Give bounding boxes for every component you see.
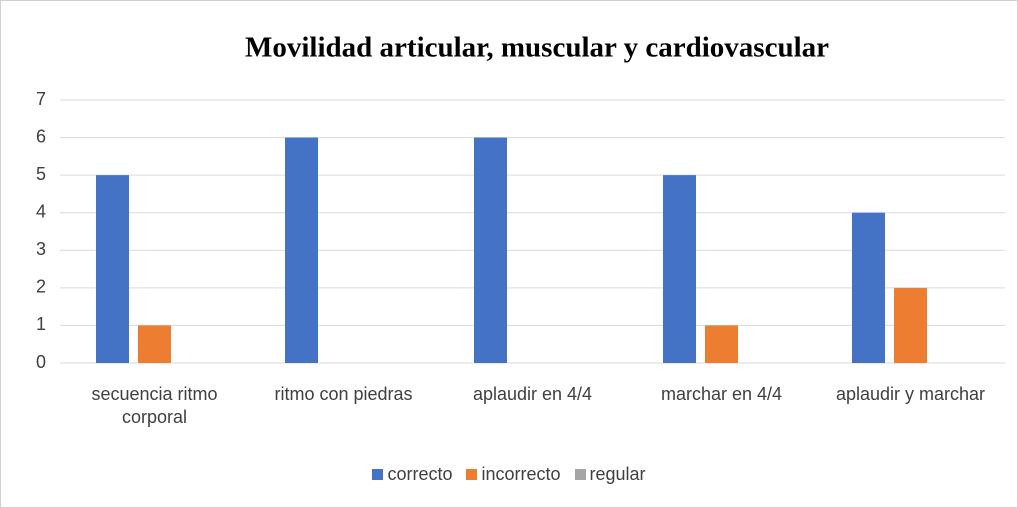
legend: correcto incorrecto regular bbox=[0, 464, 1018, 485]
bar bbox=[663, 175, 696, 363]
x-tick-label: aplaudir y marchar bbox=[835, 384, 986, 404]
legend-item: correcto bbox=[372, 464, 452, 485]
legend-label: incorrecto bbox=[481, 464, 561, 484]
bar bbox=[894, 287, 927, 363]
bar bbox=[96, 175, 129, 363]
bar bbox=[285, 137, 318, 363]
legend-swatch bbox=[372, 469, 384, 480]
bar bbox=[138, 325, 171, 363]
legend-label: regular bbox=[589, 464, 646, 484]
y-tick-label: 6 bbox=[36, 126, 46, 146]
bar bbox=[705, 325, 738, 363]
y-tick-label: 3 bbox=[36, 239, 46, 259]
x-tick-label: marchar en 4/4 bbox=[660, 384, 783, 404]
chart-title: Movilidad articular, muscular y cardiova… bbox=[245, 32, 829, 64]
y-tick-label: 5 bbox=[36, 164, 46, 184]
legend-item: regular bbox=[574, 464, 646, 485]
legend-swatch bbox=[466, 469, 478, 480]
legend-label: correcto bbox=[387, 464, 453, 484]
y-tick-label: 2 bbox=[36, 277, 46, 297]
y-tick-label: 0 bbox=[36, 352, 46, 372]
x-tick-label: aplaudir en 4/4 bbox=[472, 384, 593, 404]
legend-swatch bbox=[574, 469, 586, 480]
bar bbox=[852, 212, 885, 363]
x-tick-label: ritmo con piedras bbox=[274, 384, 413, 404]
y-tick-label: 1 bbox=[36, 314, 46, 334]
x-tick-label: secuencia ritmo corporal bbox=[91, 384, 218, 427]
bar bbox=[474, 137, 507, 363]
legend-item: incorrecto bbox=[466, 464, 561, 485]
y-tick-label: 7 bbox=[36, 89, 46, 109]
y-tick-label: 4 bbox=[36, 201, 46, 221]
